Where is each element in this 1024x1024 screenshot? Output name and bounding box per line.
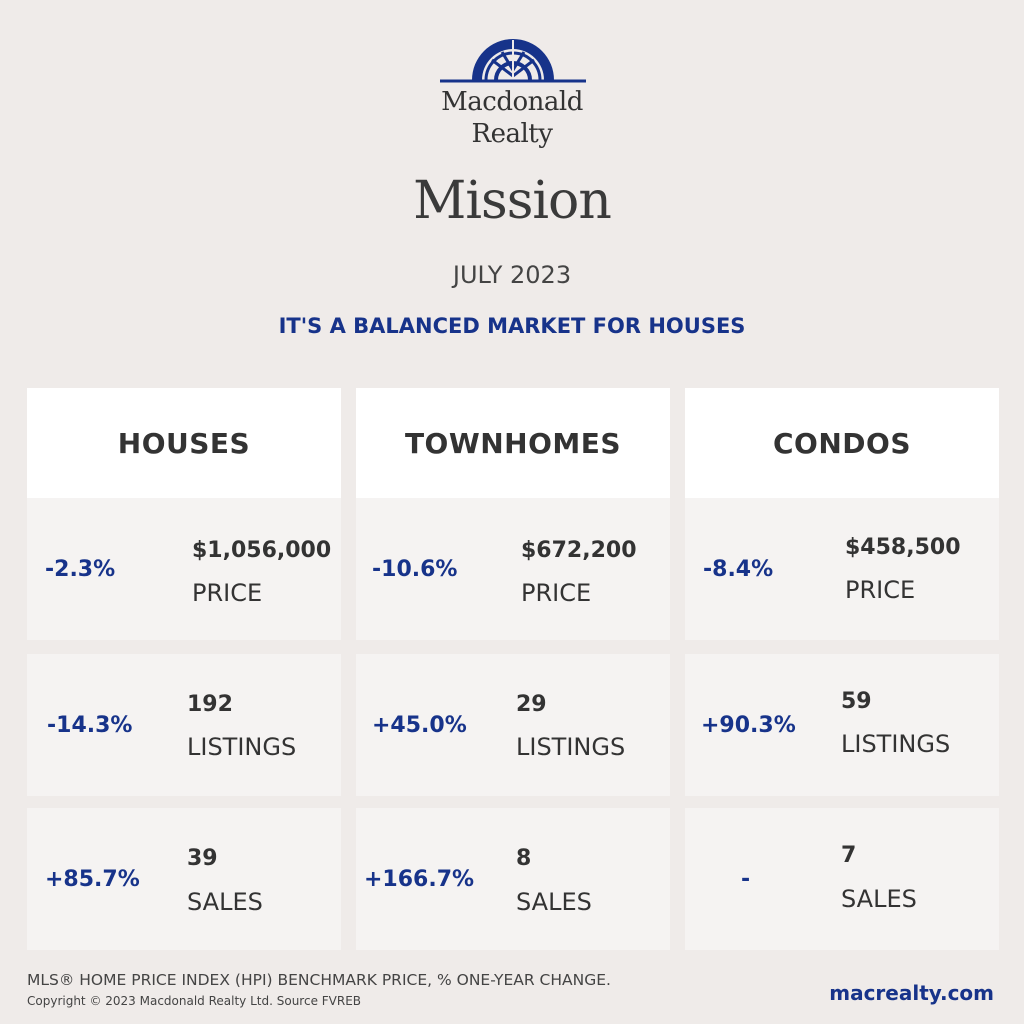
listings-label: LISTINGS <box>841 730 951 758</box>
listings-change: -14.3% <box>47 712 133 738</box>
listings-cell: -14.3% 192 LISTINGS <box>27 654 341 796</box>
listings-cell: +45.0% 29 LISTINGS <box>356 654 670 796</box>
report-month: JULY 2023 <box>452 261 572 289</box>
hpi-footnote: MLS® HOME PRICE INDEX (HPI) BENCHMARK PR… <box>27 971 611 989</box>
price-label: PRICE <box>192 579 263 607</box>
listings-change: +45.0% <box>372 712 467 738</box>
sales-label: SALES <box>516 888 592 916</box>
price-label: PRICE <box>521 579 592 607</box>
price-change: -2.3% <box>45 556 116 582</box>
listings-value: 192 <box>187 692 233 717</box>
listings-label: LISTINGS <box>187 733 297 761</box>
listings-value: 29 <box>516 692 547 717</box>
price-value: $458,500 <box>845 535 961 560</box>
price-value: $672,200 <box>521 538 637 563</box>
column-title: TOWNHOMES <box>356 388 670 498</box>
sales-value: 7 <box>841 843 857 868</box>
price-label: PRICE <box>845 576 916 604</box>
price-change: -8.4% <box>703 556 774 582</box>
brand-name-line1: Macdonald <box>441 87 583 117</box>
listings-change: +90.3% <box>701 712 796 738</box>
sales-cell: +166.7% 8 SALES <box>356 808 670 950</box>
brand-name-line2: Realty <box>471 119 553 149</box>
city-title: Mission <box>413 171 612 231</box>
listings-cell: +90.3% 59 LISTINGS <box>685 654 999 796</box>
price-cell: -8.4% $458,500 PRICE <box>685 498 999 640</box>
website-link[interactable]: macrealty.com <box>829 981 994 1005</box>
sales-cell: - 7 SALES <box>685 808 999 950</box>
copyright-text: Copyright © 2023 Macdonald Realty Ltd. S… <box>27 994 362 1008</box>
sales-value: 39 <box>187 846 218 871</box>
column-title: HOUSES <box>27 388 341 498</box>
macdonald-realty-logo <box>440 39 586 83</box>
sales-value: 8 <box>516 846 532 871</box>
listings-label: LISTINGS <box>516 733 626 761</box>
market-headline: IT'S A BALANCED MARKET FOR HOUSES <box>278 314 746 338</box>
listings-value: 59 <box>841 689 872 714</box>
sales-label: SALES <box>841 885 917 913</box>
column-title: CONDOS <box>685 388 999 498</box>
price-cell: -2.3% $1,056,000 PRICE <box>27 498 341 640</box>
sales-change: - <box>741 866 751 892</box>
sales-change: +85.7% <box>45 866 140 892</box>
price-cell: -10.6% $672,200 PRICE <box>356 498 670 640</box>
sales-change: +166.7% <box>364 866 475 892</box>
sales-cell: +85.7% 39 SALES <box>27 808 341 950</box>
sales-label: SALES <box>187 888 263 916</box>
price-change: -10.6% <box>372 556 458 582</box>
price-value: $1,056,000 <box>192 538 332 563</box>
